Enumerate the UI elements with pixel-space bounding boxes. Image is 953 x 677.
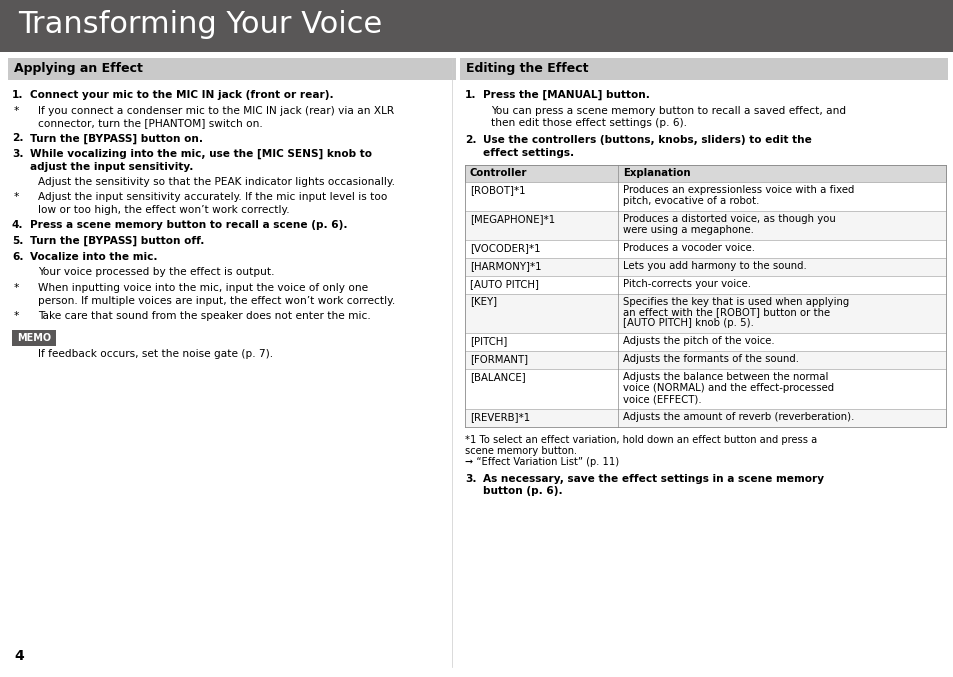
Text: Produces a vocoder voice.: Produces a vocoder voice. (622, 242, 754, 253)
Text: If you connect a condenser mic to the MIC IN jack (rear) via an XLR
connector, t: If you connect a condenser mic to the MI… (38, 106, 394, 128)
Text: *1 To select an effect variation, hold down an effect button and press a: *1 To select an effect variation, hold d… (464, 435, 817, 445)
Bar (464, 333, 945, 351)
Text: Press the [MANUAL] button.: Press the [MANUAL] button. (482, 90, 649, 100)
Text: 2.: 2. (12, 133, 24, 144)
Bar (464, 276, 945, 294)
Text: voice (NORMAL) and the effect-processed: voice (NORMAL) and the effect-processed (622, 383, 833, 393)
Text: [AUTO PITCH] knob (p. 5).: [AUTO PITCH] knob (p. 5). (622, 318, 753, 328)
Text: 4: 4 (14, 649, 24, 663)
Text: Take care that sound from the speaker does not enter the mic.: Take care that sound from the speaker do… (38, 311, 371, 321)
Text: 6.: 6. (12, 252, 24, 261)
Text: [FORMANT]: [FORMANT] (470, 354, 528, 364)
Bar (464, 409, 945, 427)
Text: Explanation: Explanation (622, 168, 690, 178)
Text: Use the controllers (buttons, knobs, sliders) to edit the
effect settings.: Use the controllers (buttons, knobs, sli… (482, 135, 811, 158)
Bar (464, 258, 945, 276)
Text: [VOCODER]*1: [VOCODER]*1 (470, 242, 540, 253)
Text: [REVERB]*1: [REVERB]*1 (470, 412, 530, 422)
Text: *: * (14, 311, 19, 321)
Text: 4.: 4. (12, 220, 24, 230)
Text: If feedback occurs, set the noise gate (p. 7).: If feedback occurs, set the noise gate (… (38, 349, 273, 359)
Text: Adjusts the pitch of the voice.: Adjusts the pitch of the voice. (622, 336, 774, 347)
Text: *: * (14, 192, 19, 202)
Bar (12, 330, 56, 347)
Text: 1.: 1. (464, 90, 476, 100)
Text: Your voice processed by the effect is output.: Your voice processed by the effect is ou… (38, 267, 274, 278)
Text: Adjusts the formants of the sound.: Adjusts the formants of the sound. (622, 354, 799, 364)
Text: 1.: 1. (12, 90, 24, 100)
Text: 5.: 5. (12, 236, 24, 246)
Text: Produces a distorted voice, as though you: Produces a distorted voice, as though yo… (622, 214, 835, 224)
Text: button (p. 6).: button (p. 6). (482, 485, 562, 496)
Text: voice (EFFECT).: voice (EFFECT). (622, 394, 700, 404)
Text: Adjust the input sensitivity accurately. If the mic input level is too
low or to: Adjust the input sensitivity accurately.… (38, 192, 387, 215)
Text: Pitch-corrects your voice.: Pitch-corrects your voice. (622, 279, 750, 288)
Text: ➞ “Effect Variation List” (p. 11): ➞ “Effect Variation List” (p. 11) (464, 457, 618, 467)
Text: were using a megaphone.: were using a megaphone. (622, 225, 753, 235)
Text: Adjust the sensitivity so that the PEAK indicator lights occasionally.: Adjust the sensitivity so that the PEAK … (38, 177, 395, 187)
Bar (8, 58, 456, 80)
Text: Controller: Controller (470, 168, 527, 178)
Text: 3.: 3. (12, 149, 24, 159)
Text: Lets you add harmony to the sound.: Lets you add harmony to the sound. (622, 261, 806, 271)
Text: [ROBOT]*1: [ROBOT]*1 (470, 185, 525, 195)
Text: [AUTO PITCH]: [AUTO PITCH] (470, 279, 538, 288)
Text: [BALANCE]: [BALANCE] (470, 372, 525, 383)
Text: [MEGAPHONE]*1: [MEGAPHONE]*1 (470, 214, 555, 224)
Bar (464, 165, 945, 182)
Bar (464, 211, 945, 240)
Bar (464, 182, 945, 211)
Bar (464, 351, 945, 369)
Text: [PITCH]: [PITCH] (470, 336, 507, 347)
Text: Press a scene memory button to recall a scene (p. 6).: Press a scene memory button to recall a … (30, 220, 347, 230)
Text: [KEY]: [KEY] (470, 297, 497, 307)
Text: When inputting voice into the mic, input the voice of only one
person. If multip: When inputting voice into the mic, input… (38, 283, 395, 305)
Bar (464, 369, 945, 409)
Text: scene memory button.: scene memory button. (464, 446, 577, 456)
Text: MEMO: MEMO (17, 334, 51, 343)
Text: 2.: 2. (464, 135, 476, 146)
Text: 3.: 3. (464, 474, 476, 484)
Bar (0, 0, 953, 52)
Text: *: * (14, 106, 19, 116)
Text: Specifies the key that is used when applying: Specifies the key that is used when appl… (622, 297, 848, 307)
Text: Applying an Effect: Applying an Effect (14, 62, 143, 75)
Text: [HARMONY]*1: [HARMONY]*1 (470, 261, 541, 271)
Text: Adjusts the balance between the normal: Adjusts the balance between the normal (622, 372, 827, 383)
Text: You can press a scene memory button to recall a saved effect, and
then edit thos: You can press a scene memory button to r… (491, 106, 845, 128)
Text: pitch, evocative of a robot.: pitch, evocative of a robot. (622, 196, 759, 206)
Text: an effect with the [ROBOT] button or the: an effect with the [ROBOT] button or the (622, 307, 829, 318)
Text: While vocalizing into the mic, use the [MIC SENS] knob to
adjust the input sensi: While vocalizing into the mic, use the [… (30, 149, 372, 172)
Bar (464, 294, 945, 333)
Text: Adjusts the amount of reverb (reverberation).: Adjusts the amount of reverb (reverberat… (622, 412, 854, 422)
Text: *: * (14, 283, 19, 293)
Text: Turn the [BYPASS] button off.: Turn the [BYPASS] button off. (30, 236, 204, 246)
Text: Produces an expressionless voice with a fixed: Produces an expressionless voice with a … (622, 185, 854, 195)
Text: Transforming Your Voice: Transforming Your Voice (18, 10, 382, 39)
Text: Vocalize into the mic.: Vocalize into the mic. (30, 252, 157, 261)
Bar (459, 58, 947, 80)
Text: As necessary, save the effect settings in a scene memory: As necessary, save the effect settings i… (482, 474, 823, 484)
Bar (464, 240, 945, 258)
Text: Turn the [BYPASS] button on.: Turn the [BYPASS] button on. (30, 133, 203, 144)
Text: Connect your mic to the MIC IN jack (front or rear).: Connect your mic to the MIC IN jack (fro… (30, 90, 334, 100)
Text: Editing the Effect: Editing the Effect (465, 62, 588, 75)
